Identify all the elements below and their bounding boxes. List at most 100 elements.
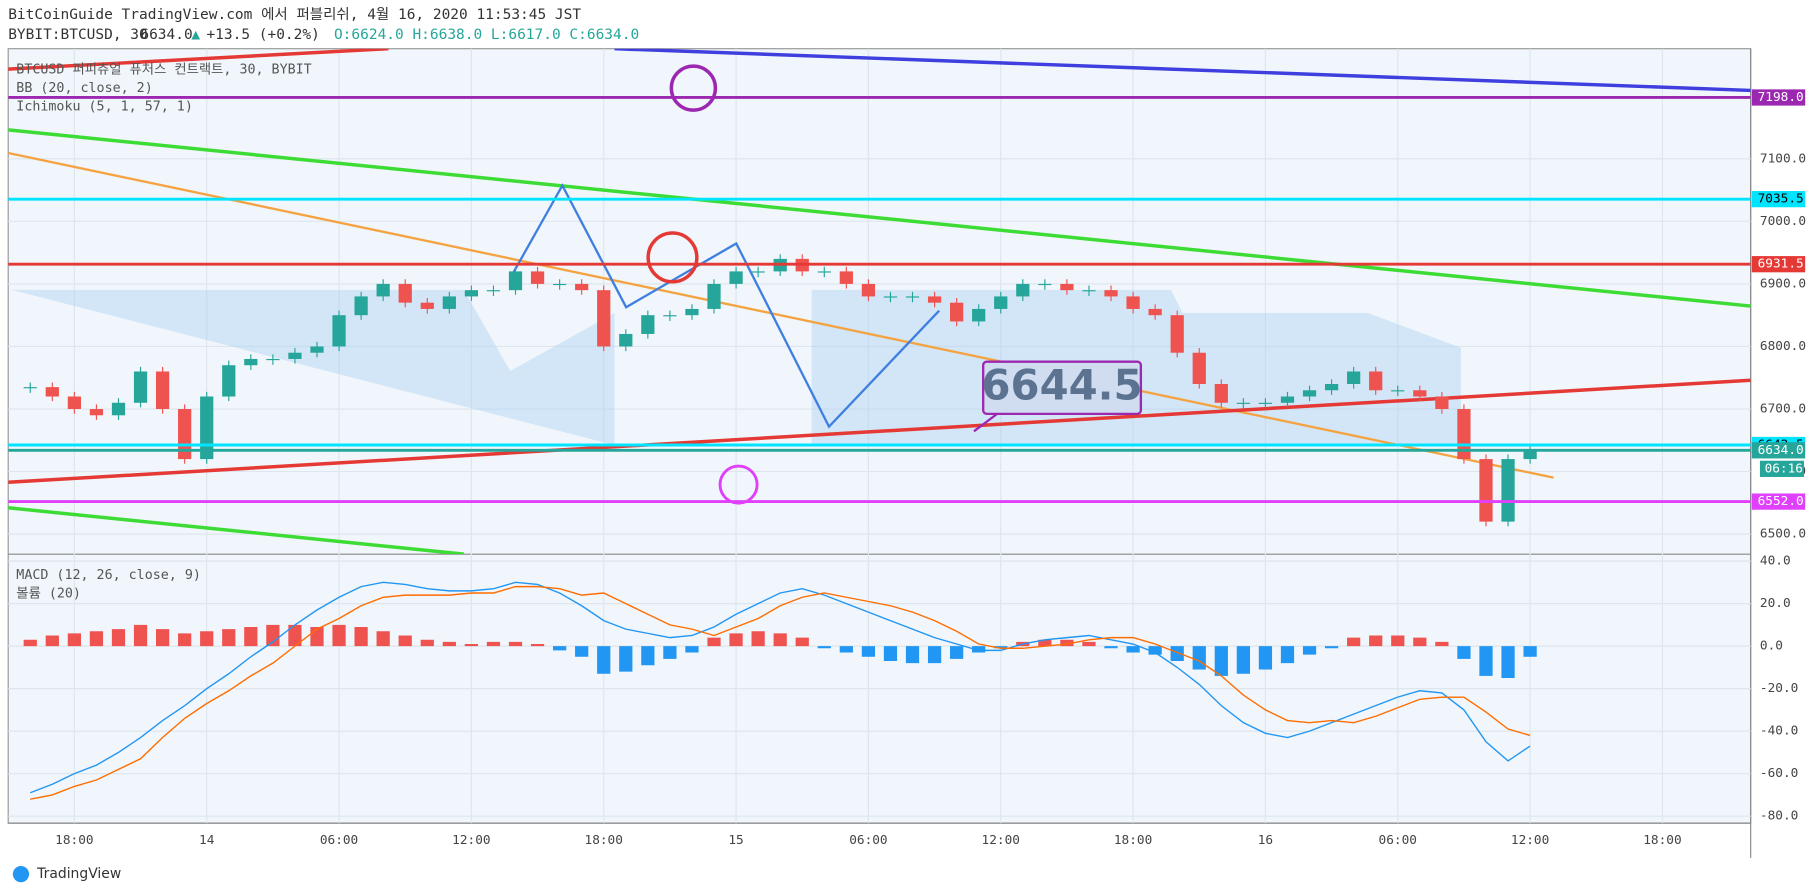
x-tick-label: 12:00 <box>452 833 490 848</box>
candle-body <box>332 315 346 347</box>
candle-body <box>354 296 368 316</box>
histogram-bar <box>1413 637 1427 647</box>
y-tick-label: 6800.0 <box>1760 339 1806 354</box>
y-tick-label: 7000.0 <box>1760 214 1806 229</box>
histogram-bar <box>354 627 368 647</box>
candle-body <box>398 283 412 303</box>
candle-body <box>310 346 324 353</box>
candle-body <box>530 271 545 284</box>
histogram-bar <box>398 635 412 647</box>
legend-item: 볼륨 (20) <box>16 586 81 602</box>
histogram-bar <box>530 644 545 647</box>
candle-body <box>442 296 456 309</box>
x-tick-label: 18:00 <box>55 833 93 848</box>
histogram-bar <box>1214 646 1228 676</box>
histogram-bar <box>1126 646 1140 653</box>
histogram-bar <box>861 646 876 657</box>
histogram-bar <box>89 631 104 647</box>
histogram-bar <box>1170 646 1184 662</box>
y-tick-label: -60.0 <box>1760 766 1798 781</box>
histogram-bar <box>839 646 853 653</box>
symbol: BYBIT:BTCUSD, 30 <box>8 27 148 43</box>
histogram-bar <box>905 646 920 664</box>
candle-body <box>89 409 104 416</box>
x-tick-label: 18:00 <box>1643 833 1681 848</box>
candle-body <box>464 290 479 297</box>
candle-body <box>1523 450 1537 460</box>
histogram-bar <box>1236 646 1250 674</box>
histogram-bar <box>575 646 589 657</box>
candle-body <box>1369 371 1383 391</box>
histogram-bar <box>1479 646 1493 676</box>
y-tick-label: 6500.0 <box>1760 527 1806 542</box>
histogram-bar <box>597 646 611 674</box>
histogram-bar <box>1302 646 1317 655</box>
candle-body <box>508 271 523 291</box>
histogram-bar <box>773 633 787 647</box>
annotation-box <box>982 360 1143 416</box>
candle-body <box>244 358 258 366</box>
x-tick-label: 18:00 <box>585 833 623 848</box>
legend-item: BTCUSD 퍼피츄얼 퓨처스 컨트랙트, 30, BYBIT <box>16 62 311 78</box>
histogram-bar <box>972 646 986 653</box>
candle-body <box>1126 296 1140 309</box>
logo <box>12 866 30 883</box>
x-tick-label: 16 <box>1258 833 1273 848</box>
y-tick-label: 6700.0 <box>1760 402 1806 417</box>
candle-body <box>133 371 148 403</box>
y-tick-label: -40.0 <box>1760 724 1798 739</box>
histogram-bar <box>178 633 192 647</box>
candle-body <box>861 283 876 297</box>
candle-body <box>288 352 302 359</box>
trendline <box>8 128 1751 308</box>
candle-body <box>707 283 721 309</box>
histogram-bar <box>464 644 479 647</box>
candle-body <box>1302 390 1317 397</box>
header-title: BitCoinGuide TradingView.com 에서 퍼블리쉬, 4월… <box>8 6 581 23</box>
histogram-bar <box>751 631 765 647</box>
macd-pane <box>23 581 1537 800</box>
histogram-bar <box>619 646 633 672</box>
candle-body <box>1435 396 1449 410</box>
last-price: 6634.0 <box>140 27 192 43</box>
macd-line <box>30 581 1531 794</box>
candle-body <box>1457 409 1471 460</box>
histogram-bar <box>155 629 170 647</box>
sad-face <box>718 464 759 505</box>
price-tag-label: 7035.5 <box>1758 192 1804 207</box>
legend-item: Ichimoku (5, 1, 57, 1) <box>16 100 193 115</box>
footer-brand[interactable]: TradingView <box>36 866 121 882</box>
candle-body <box>927 296 942 303</box>
trendline <box>8 151 1554 479</box>
candle-body <box>883 296 898 298</box>
candle-body <box>1236 402 1250 404</box>
candle-body <box>729 271 743 284</box>
candle-body <box>685 308 699 316</box>
histogram-bar <box>1192 646 1206 670</box>
candle-body <box>575 283 589 291</box>
histogram-bar <box>729 633 743 647</box>
histogram-bar <box>553 646 567 651</box>
histogram-bar <box>994 646 1008 649</box>
histogram-bar <box>244 627 258 647</box>
trendline <box>8 506 464 555</box>
price-tag-label: 7198.0 <box>1758 90 1804 105</box>
candle-body <box>1280 396 1295 403</box>
price-tag <box>1751 493 1806 510</box>
price-tag <box>1751 89 1806 106</box>
histogram-bar <box>111 629 126 647</box>
histogram-bar <box>1104 646 1118 649</box>
histogram-bar <box>641 646 655 666</box>
price-tag-label: 6931.5 <box>1758 257 1804 272</box>
candle-body <box>1104 290 1118 297</box>
candle-body <box>178 409 192 460</box>
histogram-bar <box>1523 646 1537 657</box>
candle-body <box>420 302 434 309</box>
histogram-bar <box>795 637 809 647</box>
y-tick-label: 0.0 <box>1760 639 1783 654</box>
candle-body <box>839 271 853 284</box>
candle-body <box>905 296 920 298</box>
x-tick-label: 06:00 <box>320 833 358 848</box>
price-tag <box>1751 442 1806 459</box>
candle-body <box>1016 283 1030 297</box>
